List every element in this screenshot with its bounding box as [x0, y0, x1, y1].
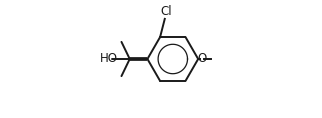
Text: Cl: Cl: [160, 5, 172, 18]
Text: HO: HO: [99, 53, 118, 65]
Text: O: O: [197, 53, 206, 65]
